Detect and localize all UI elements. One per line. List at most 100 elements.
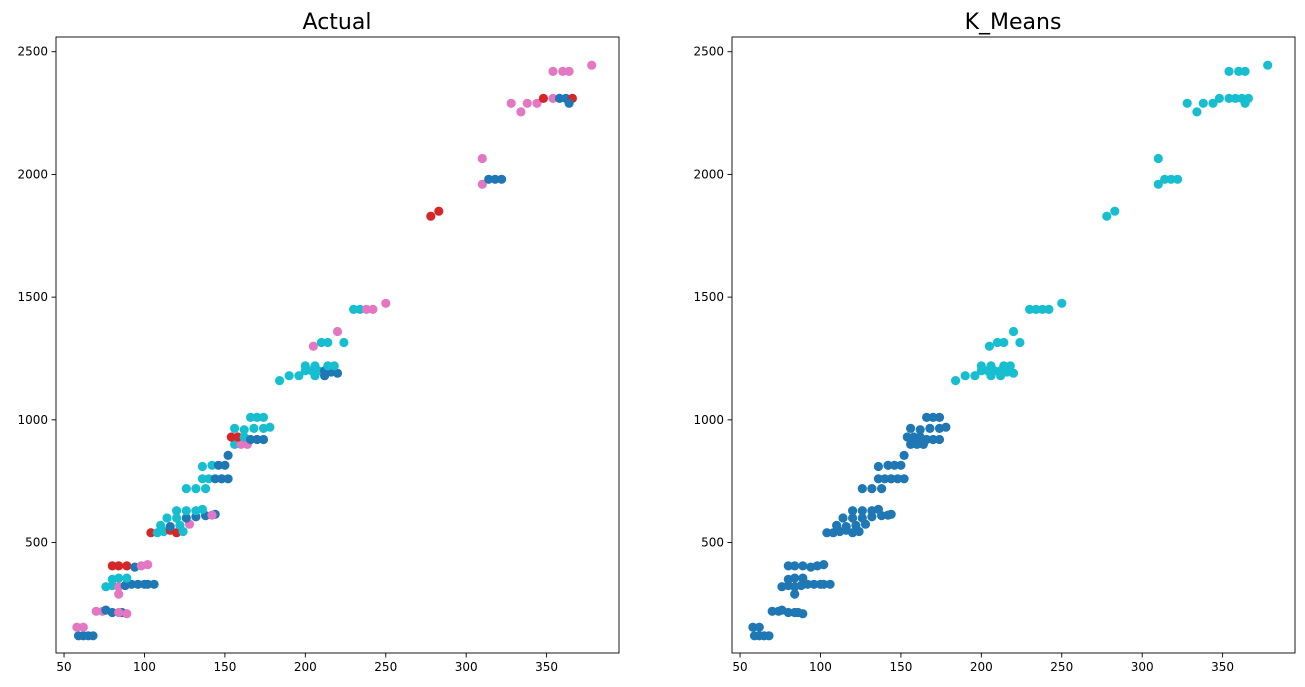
scatter-point [230, 439, 240, 449]
scatter-point [564, 98, 574, 108]
scatter-point [284, 371, 294, 381]
x-tick-label: 200 [970, 660, 993, 674]
scatter-point [217, 474, 227, 484]
scatter-point [223, 450, 233, 460]
scatter-point [114, 607, 124, 618]
scatter-point [934, 412, 945, 422]
scatter-point [999, 361, 1009, 371]
scatter-point [1166, 174, 1176, 184]
scatter-point [201, 484, 211, 494]
scatter-point [783, 561, 793, 571]
axes: 50 100 150 200 250 300 350 500 1000 1500 2000 2500 [17, 36, 620, 674]
scatter-point [72, 622, 82, 632]
scatter-point [1224, 66, 1234, 76]
scatter-point [548, 66, 558, 76]
x-tick-label: 100 [809, 660, 832, 674]
plot-frame [55, 36, 620, 654]
scatter-point [928, 412, 938, 422]
scatter-point [197, 461, 207, 472]
scatter-point [1208, 98, 1218, 108]
scatter-point [175, 520, 185, 531]
scatter-point [210, 474, 220, 484]
scatter-point [909, 432, 919, 442]
scatter-point [490, 174, 500, 184]
x-tick-label: 350 [1211, 660, 1234, 674]
scatter-point [790, 573, 800, 583]
scatter-point [78, 622, 88, 632]
scatter-point [133, 579, 143, 589]
scatter-point [886, 474, 896, 484]
scatter-point [841, 522, 851, 532]
scatter-point [883, 460, 893, 470]
scatter-point [790, 561, 800, 571]
scatter-point [349, 304, 359, 314]
scatter-point [941, 422, 951, 432]
scatter-point [122, 609, 132, 619]
plot-frame [731, 36, 1296, 654]
scatter-point [207, 510, 217, 520]
scatter-point [992, 337, 1003, 348]
scatter-point [889, 460, 900, 470]
scatter-point [220, 460, 230, 470]
scatter-point [122, 561, 132, 571]
scatter-point [223, 474, 233, 484]
scatter-point [848, 513, 858, 523]
scatter-point [970, 371, 980, 381]
scatter-point [838, 513, 848, 523]
scatter-point [893, 474, 903, 484]
scatter-point [899, 450, 909, 460]
scatter-point [477, 153, 487, 164]
x-tick-label: 200 [294, 660, 317, 674]
scatter-point [361, 304, 372, 314]
scatter-point [764, 631, 774, 641]
chart-actual: Actual 50 100 150 200 250 300 350 500 1000 1500 20… [17, 10, 620, 674]
scatter-point [258, 412, 269, 422]
scatter-point [906, 423, 916, 433]
scatter-point [310, 361, 320, 371]
scatter-point [790, 607, 800, 618]
scatter-point [873, 474, 884, 484]
scatter-point [252, 412, 262, 422]
scatter-point [754, 622, 764, 632]
scatter-point [249, 423, 259, 433]
scatter-point [1230, 93, 1241, 103]
scatter-point [484, 174, 494, 184]
scatter-point [1263, 60, 1273, 70]
scatter-point [239, 425, 249, 435]
scatter-point [1214, 93, 1224, 103]
scatter-point [986, 371, 996, 381]
scatter-point [91, 606, 101, 616]
scatter-point [798, 561, 808, 571]
scatter-point [748, 622, 758, 632]
scatter-point [265, 422, 275, 432]
scatter-point [143, 579, 153, 589]
scatter-point [548, 93, 558, 103]
scatter-point [783, 607, 793, 618]
scatter-point [1008, 326, 1019, 337]
scatter-point [434, 206, 444, 216]
axes: 50 100 150 200 250 300 350 500 1000 1500 2000 2500 [693, 36, 1296, 674]
scatter-point [857, 513, 867, 523]
scatter-point [554, 93, 565, 103]
scatter-point [114, 589, 124, 599]
scatter-point [928, 434, 938, 445]
scatter-point [1057, 298, 1067, 308]
scatter-point [790, 589, 800, 599]
scatter-point [107, 607, 117, 618]
scatter-point [181, 506, 191, 516]
scatter-point [172, 513, 182, 523]
scatter-point [880, 474, 890, 484]
scatter-points [748, 60, 1273, 641]
x-tick-label: 50 [56, 660, 71, 674]
y-tick-label: 500 [25, 536, 48, 550]
scatter-point [497, 174, 507, 184]
scatter-point [819, 579, 829, 589]
scatter-point [915, 425, 925, 435]
scatter-point [477, 179, 487, 189]
scatter-point [986, 361, 996, 371]
scatter-point [1160, 174, 1170, 184]
scatter-point [236, 439, 246, 449]
scatter-point [906, 439, 916, 449]
scatter-point [1198, 98, 1208, 108]
scatter-point [951, 376, 961, 386]
